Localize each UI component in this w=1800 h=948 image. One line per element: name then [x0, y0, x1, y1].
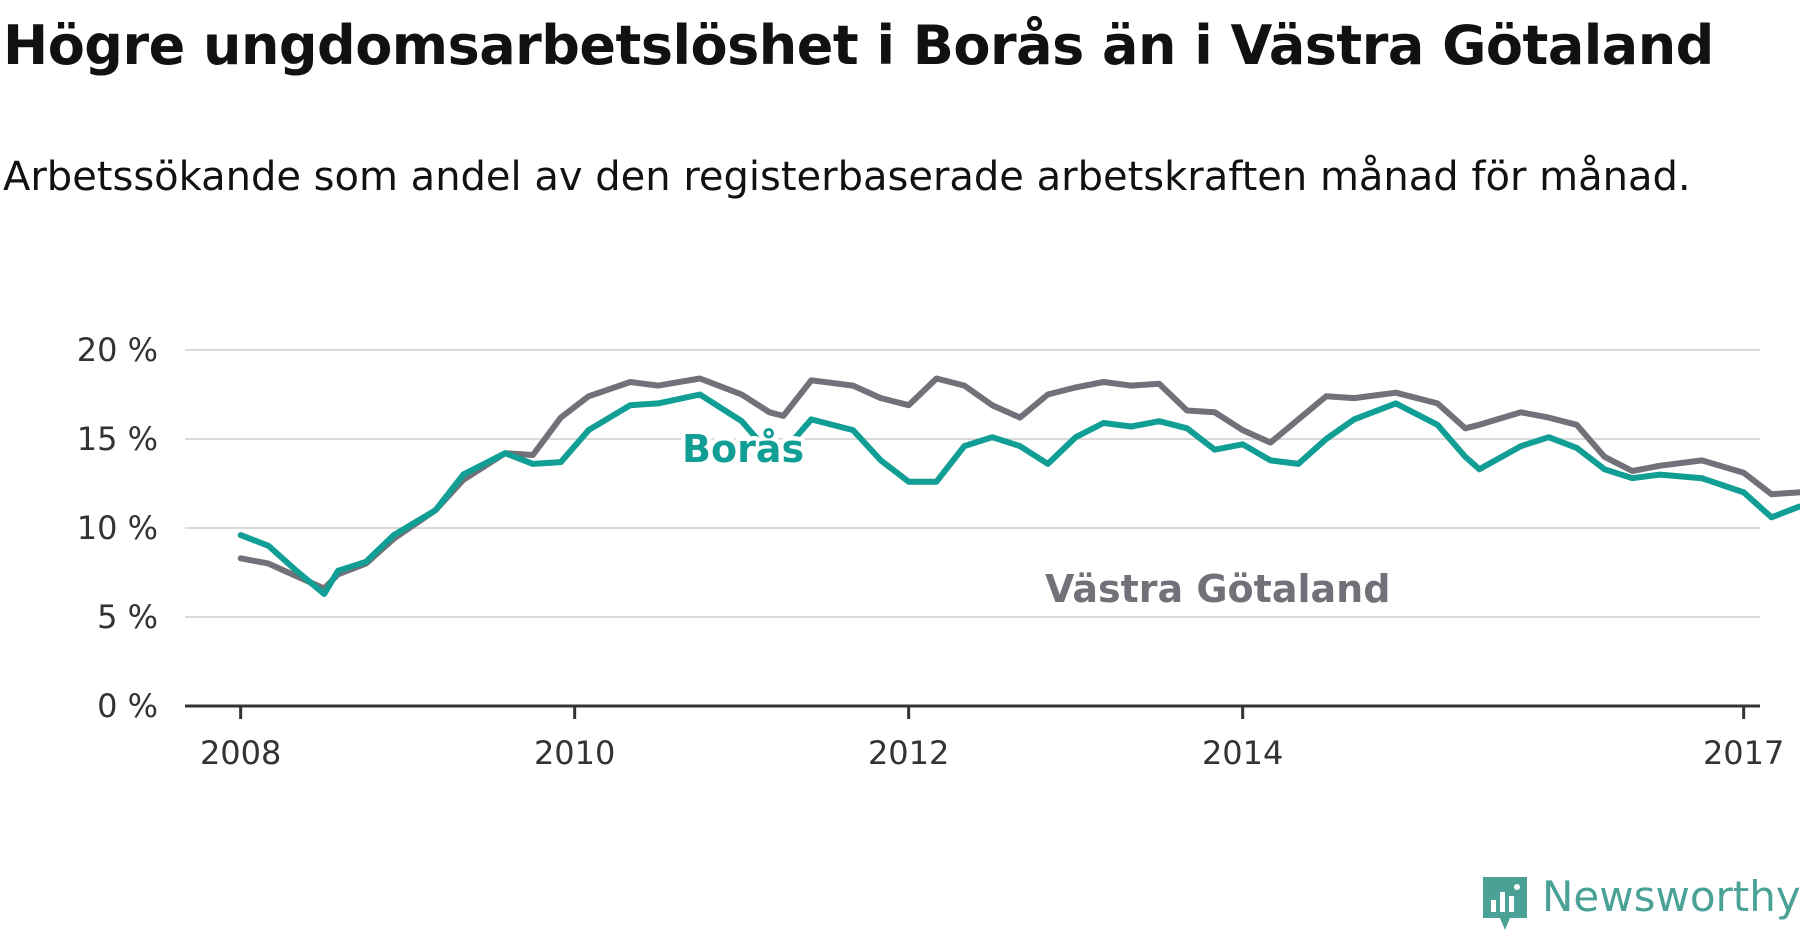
- y-tick-label: 20 %: [77, 331, 158, 369]
- x-tick-label: 2010: [534, 734, 615, 772]
- x-tick-label: 2014: [1202, 734, 1283, 772]
- x-tick-label: 2008: [200, 734, 281, 772]
- x-tick-label: 2012: [868, 734, 949, 772]
- y-tick-label: 0 %: [97, 687, 158, 725]
- x-tick-label: 2017: [1703, 734, 1784, 772]
- boras-series-line: [237, 391, 1800, 597]
- vastra-gotaland-series-label: Västra Götaland: [1045, 567, 1390, 611]
- newsworthy-logo: Newsworthy: [1480, 868, 1800, 948]
- grid-lines: [185, 349, 1760, 618]
- y-tick-label: 5 %: [97, 598, 158, 636]
- chart-title: Högre ungdomsarbetslöshet i Borås än i V…: [3, 14, 1714, 77]
- vastra-gotaland-series-line: [237, 375, 1800, 592]
- y-tick-label: 15 %: [77, 420, 158, 458]
- boras-series-label: Borås: [682, 427, 804, 471]
- axes: 0 %5 %10 %15 %20 %2008201020122014201720…: [77, 331, 1785, 772]
- y-tick-label: 10 %: [77, 509, 158, 547]
- newsworthy-chart-icon: [1483, 877, 1527, 930]
- newsworthy-logo-text: Newsworthy: [1542, 872, 1800, 921]
- series-lines: [237, 375, 1800, 597]
- chart-subtitle: Arbetssökande som andel av den registerb…: [3, 154, 1691, 200]
